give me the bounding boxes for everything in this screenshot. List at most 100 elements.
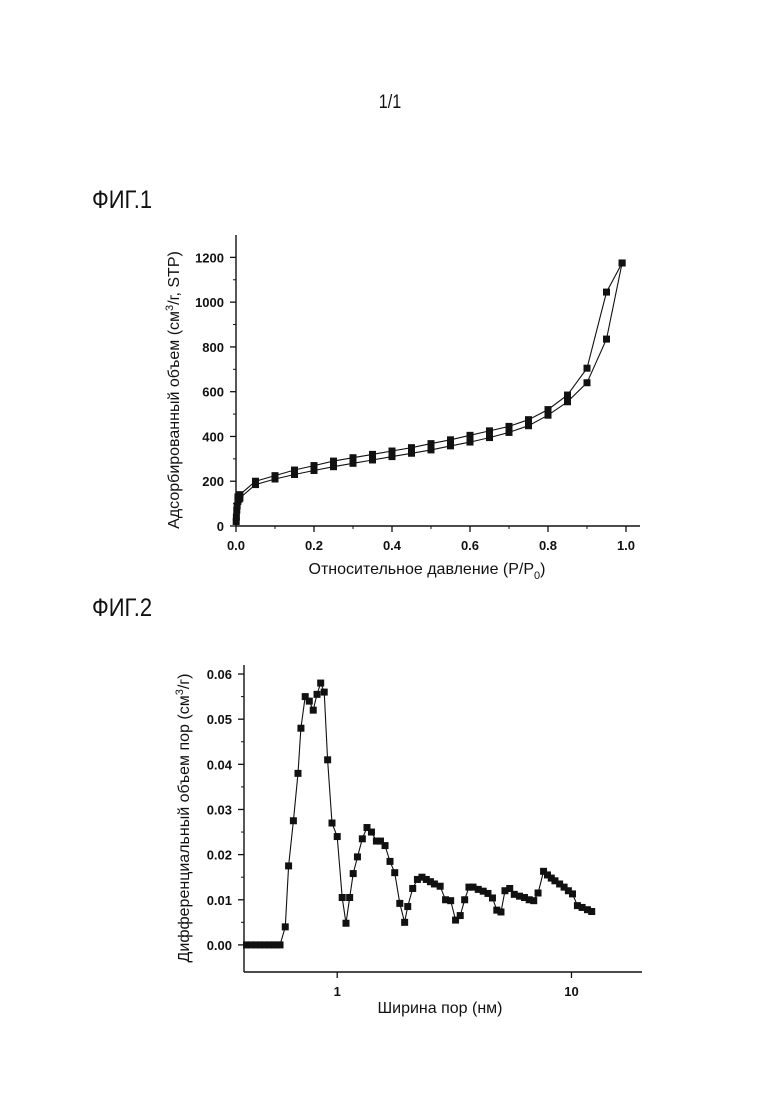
chart2-y-tick-label: 0.06	[207, 667, 232, 682]
chart2-x-label: Ширина пор (нм)	[377, 1000, 502, 1017]
chart1-point	[603, 289, 610, 296]
chart2-point	[368, 829, 375, 836]
chart2-point	[324, 756, 331, 763]
chart1-point	[486, 427, 493, 434]
chart1-point	[369, 451, 376, 458]
chart1-point	[486, 434, 493, 441]
chart2-point	[342, 920, 349, 927]
chart1-point	[525, 422, 532, 429]
chart2-point	[409, 885, 416, 892]
chart1-x-tick-label: 0.0	[227, 538, 245, 553]
chart2-point	[447, 897, 454, 904]
chart1-x-tick-label: 1.0	[617, 538, 635, 553]
chart2-point	[329, 820, 336, 827]
chart2-x-tick-label: 10	[564, 984, 578, 999]
chart1-point	[467, 439, 474, 446]
chart2-y-tick-label: 0.04	[207, 757, 233, 772]
chart2-point	[359, 835, 366, 842]
chart1-point	[311, 462, 318, 469]
chart1-x-tick-label: 0.2	[305, 538, 323, 553]
chart2-point	[277, 941, 284, 948]
chart2-point	[437, 883, 444, 890]
chart1-y-tick-label: 400	[202, 429, 224, 444]
chart1-point	[447, 442, 454, 449]
chart2-point	[294, 770, 301, 777]
chart1-point	[584, 365, 591, 372]
chart2-point	[387, 858, 394, 865]
chart2-point	[321, 689, 328, 696]
chart1-point	[467, 432, 474, 439]
chart1-y-tick-label: 1200	[195, 250, 224, 265]
chart1-point	[233, 514, 240, 521]
chart2-y-tick-label: 0.05	[207, 712, 232, 727]
chart2-series-line	[247, 683, 592, 945]
chart1-point	[564, 398, 571, 405]
chart2-y-label: Дифференциальный объем пор (см3/г)	[174, 674, 193, 963]
chart2-point	[317, 680, 324, 687]
chart-isotherm: 0.00.20.40.60.81.0020040060080010001200 …	[164, 235, 640, 582]
chart1-point	[584, 379, 591, 386]
chart2-point	[497, 908, 504, 915]
chart1-y-label: Адсорбированный объем (см3/г, STP)	[164, 251, 183, 529]
chart2-point	[396, 900, 403, 907]
chart2-y-tick-label: 0.02	[207, 848, 232, 863]
chart2-point	[457, 912, 464, 919]
chart1-point	[408, 444, 415, 451]
chart2-y-tick-label: 0.03	[207, 802, 232, 817]
chart1-point	[234, 493, 241, 500]
chart2-y-tick-label: 0.01	[207, 893, 232, 908]
chart2-point	[401, 919, 408, 926]
chart1-point	[252, 478, 259, 485]
chart1-point	[525, 416, 532, 423]
chart1-point	[389, 448, 396, 455]
chart2-point	[569, 890, 576, 897]
chart1-point	[619, 259, 626, 266]
chart1-x-tick-label: 0.8	[539, 538, 557, 553]
chart1-x-tick-label: 0.4	[383, 538, 402, 553]
chart2-point	[346, 894, 353, 901]
chart-pore-size-distribution: 1 10 0.00 0.01 0.02 0.03 0.04 0.05 0.06 Ширина п…	[174, 665, 642, 1017]
chart2-point	[530, 897, 537, 904]
chart2-point	[382, 842, 389, 849]
chart2-point	[314, 691, 321, 698]
chart2-point	[290, 817, 297, 824]
chart1-point	[564, 392, 571, 399]
chart1-point	[506, 429, 513, 436]
chart1-x-label: Относительное давление (P/P0)	[309, 561, 546, 582]
chart2-point	[310, 707, 317, 714]
chart1-y-tick-label: 200	[202, 474, 224, 489]
chart1-series-2-line	[238, 263, 622, 497]
chart2-point	[489, 894, 496, 901]
chart2-point	[297, 725, 304, 732]
chart1-y-tick-label: 800	[202, 340, 224, 355]
chart2-point	[391, 869, 398, 876]
chart2-point	[282, 923, 289, 930]
charts-canvas: 0.00.20.40.60.81.0020040060080010001200 …	[0, 0, 780, 1103]
chart2-point	[404, 903, 411, 910]
chart1-point	[447, 436, 454, 443]
chart2-point	[461, 896, 468, 903]
chart2-point	[535, 889, 542, 896]
chart2-point	[334, 833, 341, 840]
chart2-y-tick-label: 0.00	[207, 938, 232, 953]
chart2-x-tick-label: 1	[334, 984, 341, 999]
chart1-y-tick-label: 0	[217, 519, 224, 534]
chart2-point	[354, 853, 361, 860]
chart2-point	[285, 862, 292, 869]
chart2-point	[306, 698, 313, 705]
chart1-point	[428, 446, 435, 453]
chart1-point	[603, 336, 610, 343]
chart1-point	[330, 458, 337, 465]
chart1-point	[506, 423, 513, 430]
chart1-point	[428, 440, 435, 447]
chart1-x-tick-label: 0.6	[461, 538, 479, 553]
chart2-point	[339, 894, 346, 901]
chart1-point	[350, 454, 357, 461]
chart2-point	[350, 870, 357, 877]
chart1-point	[545, 406, 552, 413]
chart1-y-tick-label: 600	[202, 385, 224, 400]
chart1-y-tick-label: 1000	[195, 295, 224, 310]
chart1-point	[291, 467, 298, 474]
chart1-point	[272, 472, 279, 479]
chart2-point	[588, 908, 595, 915]
